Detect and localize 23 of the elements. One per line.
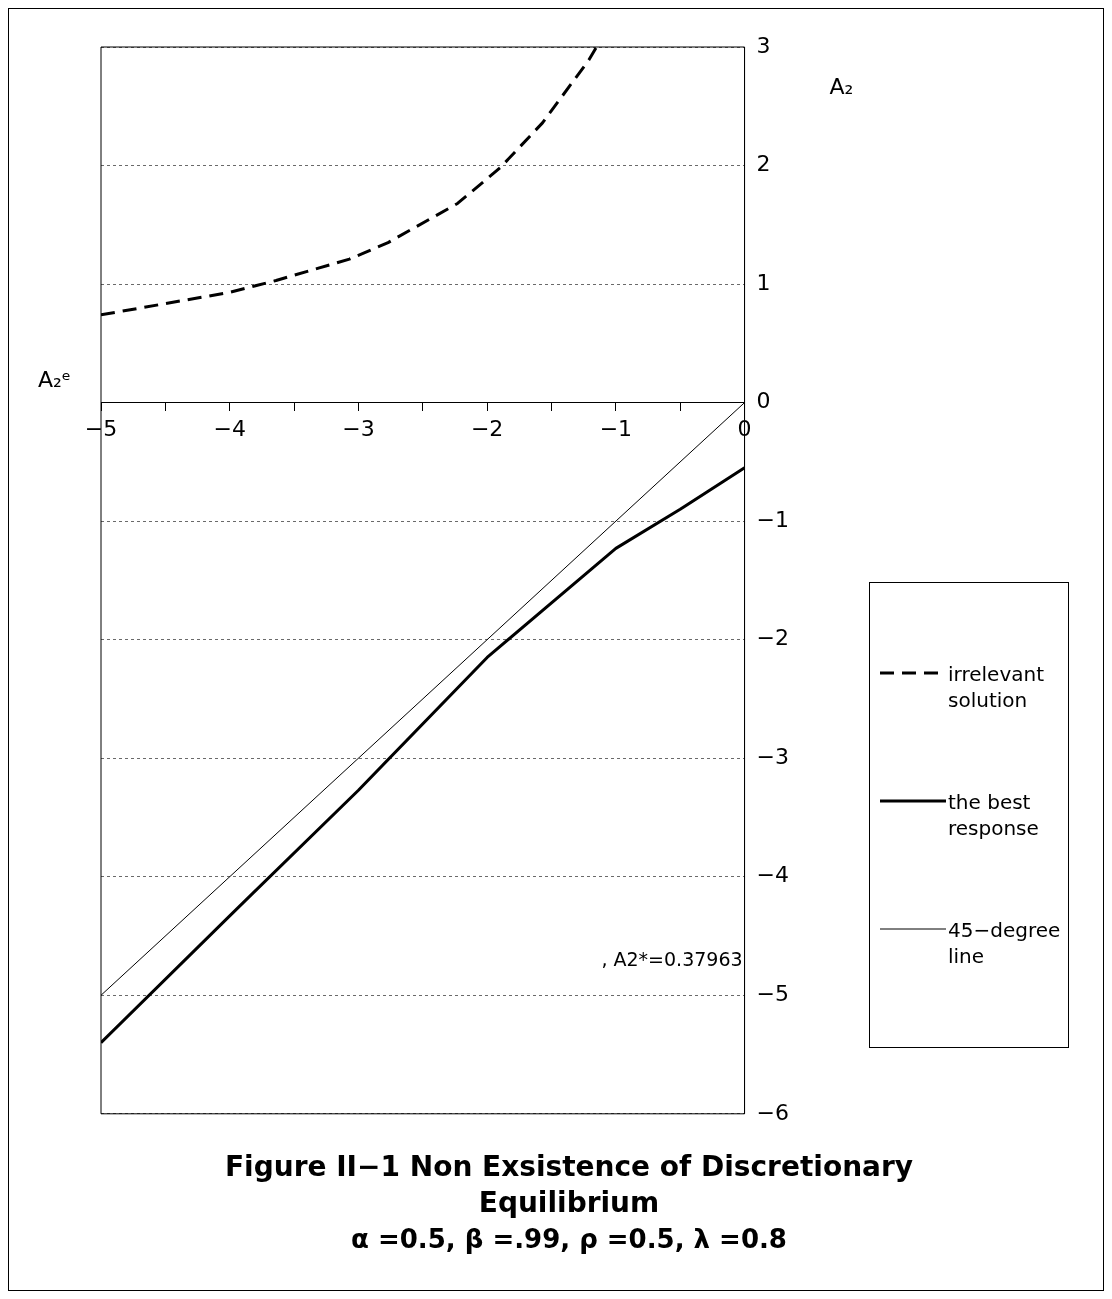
x-tick-label: −1 [599, 415, 633, 441]
x-tick-label: −4 [213, 415, 246, 441]
text: α =0.5, β =.99, ρ =0.5, λ =0.8 [350, 1223, 788, 1256]
x-tick-label: −2 [470, 415, 504, 441]
legend-label: 45−degree line [948, 917, 1062, 969]
y-tick-label: −3 [756, 743, 790, 769]
x-tick-label: −5 [84, 415, 118, 441]
y-tick-label: −5 [756, 980, 790, 1006]
annotation: , A2*=0.37963 [601, 947, 743, 970]
y-tick-label: 2 [756, 151, 771, 177]
legend-label: the best response [948, 789, 1040, 841]
y-tick-label: −2 [756, 625, 790, 651]
y-tick-label: 0 [756, 388, 771, 414]
y-axis-title: A₂ [829, 74, 854, 100]
y-tick-label: −4 [756, 862, 790, 888]
y-tick-label: −6 [756, 1099, 790, 1125]
y-tick-label: 1 [756, 269, 771, 295]
x-tick-label: −3 [342, 415, 375, 441]
y-tick-label: 3 [756, 32, 771, 58]
legend-label: irrelevant solution [948, 661, 1045, 713]
text: Figure II−1 Non Exsistence of Discretionary Equilibrium [223, 1149, 915, 1221]
y-tick-label: −1 [756, 506, 790, 532]
x-axis-title: A₂ᵉ [37, 366, 71, 392]
